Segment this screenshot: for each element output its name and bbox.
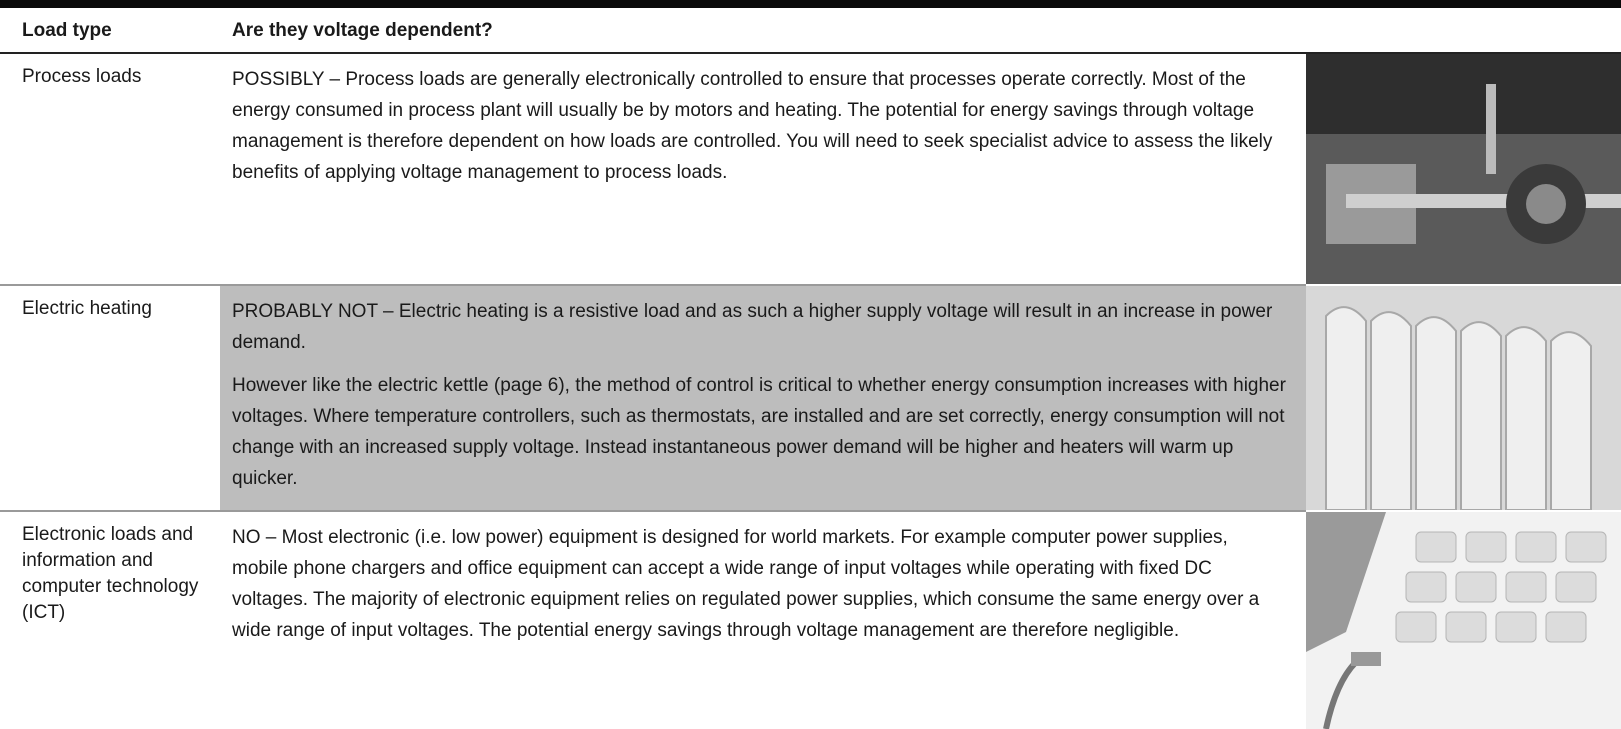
keyword: POSSIBLY xyxy=(232,69,324,90)
paragraph: POSSIBLY – Process loads are generally e… xyxy=(232,64,1286,188)
laptop-image xyxy=(1306,512,1621,729)
keyword: PROBABLY NOT xyxy=(232,301,378,322)
table-row: Electronic loads and information and com… xyxy=(0,512,1621,729)
paragraph: PROBABLY NOT – Electric heating is a res… xyxy=(232,296,1286,358)
table-header: Load type Are they voltage dependent? xyxy=(0,8,1621,54)
paragraph: However like the electric kettle (page 6… xyxy=(232,370,1286,494)
table-row: Electric heating PROBABLY NOT – Electric… xyxy=(0,286,1621,510)
description: POSSIBLY – Process loads are generally e… xyxy=(220,54,1306,284)
keyword: NO xyxy=(232,527,261,548)
top-rule xyxy=(0,0,1621,8)
load-type: Electric heating xyxy=(22,296,212,322)
load-type: Process loads xyxy=(22,64,212,90)
page: {"table": { "header": ["Load type", "Are… xyxy=(0,0,1621,729)
description: NO – Most electronic (i.e. low power) eq… xyxy=(220,512,1306,729)
paragraph: NO – Most electronic (i.e. low power) eq… xyxy=(232,522,1286,646)
process-image xyxy=(1306,54,1621,284)
header-cell: Load type xyxy=(22,20,112,42)
radiator-image xyxy=(1306,286,1621,510)
text: – Most electronic (i.e. low power) equip… xyxy=(232,527,1259,641)
text: – Process loads are generally electronic… xyxy=(232,69,1272,183)
load-type: Electronic loads and information and com… xyxy=(22,522,212,626)
description: PROBABLY NOT – Electric heating is a res… xyxy=(220,286,1306,510)
table-row: Process loads POSSIBLY – Process loads a… xyxy=(0,54,1621,284)
header-cell: Are they voltage dependent? xyxy=(232,20,493,42)
text: – Electric heating is a resistive load a… xyxy=(232,301,1272,353)
